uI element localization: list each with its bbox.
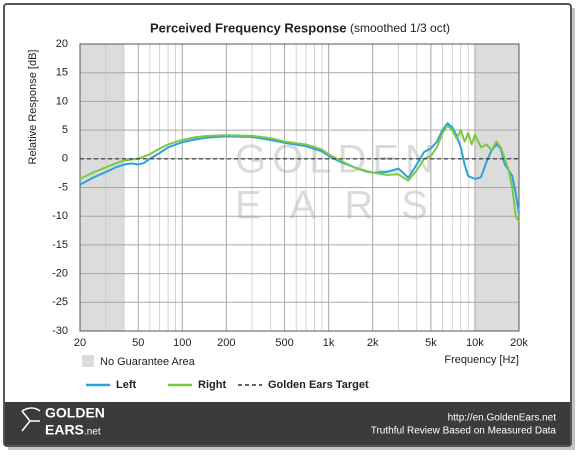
x-tick-label: 100 <box>173 337 191 349</box>
logo-bottom: EARS <box>45 422 84 438</box>
footer-tagline: Truthful Review Based on Measured Data <box>371 426 557 437</box>
footer-url: http://en.GoldenEars.net <box>448 413 557 424</box>
y-tick-label: 20 <box>56 38 68 50</box>
shaded-legend-swatch <box>82 355 94 367</box>
x-tick-label: 20 <box>74 337 86 349</box>
chart-title: Perceived Frequency Response <box>150 20 347 35</box>
chart-subtitle: (smoothed 1/3 oct) <box>350 21 450 35</box>
logo-top: GOLDEN <box>45 405 105 421</box>
legend-label: Right <box>198 379 226 391</box>
x-tick-label: 1k <box>323 337 335 349</box>
legend-label: Golden Ears Target <box>268 379 369 391</box>
x-axis-label: Frequency [Hz] <box>444 354 519 366</box>
x-tick-label: 10k <box>466 337 484 349</box>
y-tick-label: 5 <box>62 124 68 136</box>
frame <box>3 3 572 447</box>
logo-icon <box>21 407 41 432</box>
y-tick-label: 15 <box>56 67 68 79</box>
series-line <box>79 124 520 223</box>
x-tick-label: 5k <box>425 337 437 349</box>
y-tick-label: -5 <box>58 181 68 193</box>
watermark: EARS <box>235 184 456 228</box>
plot-border <box>79 43 520 332</box>
y-tick-label: -30 <box>52 325 68 337</box>
legend-label: Left <box>116 379 137 391</box>
x-tick-label: 200 <box>217 337 235 349</box>
y-tick-label: -25 <box>52 296 68 308</box>
y-tick-label: -20 <box>52 268 68 280</box>
y-tick-label: 10 <box>56 95 68 107</box>
x-tick-label: 2k <box>367 337 379 349</box>
y-tick-label: 0 <box>62 153 68 165</box>
x-tick-label: 20k <box>510 337 528 349</box>
footer-band <box>5 402 570 445</box>
shaded-legend-label: No Guarantee Area <box>100 356 196 368</box>
y-tick-label: -10 <box>52 210 68 222</box>
series-line <box>79 122 520 214</box>
x-tick-label: 500 <box>275 337 293 349</box>
y-tick-label: -15 <box>52 239 68 251</box>
logo-suffix: .net <box>84 427 101 438</box>
y-axis-label: Relative Response [dB] <box>27 50 39 165</box>
x-tick-label: 50 <box>132 337 144 349</box>
